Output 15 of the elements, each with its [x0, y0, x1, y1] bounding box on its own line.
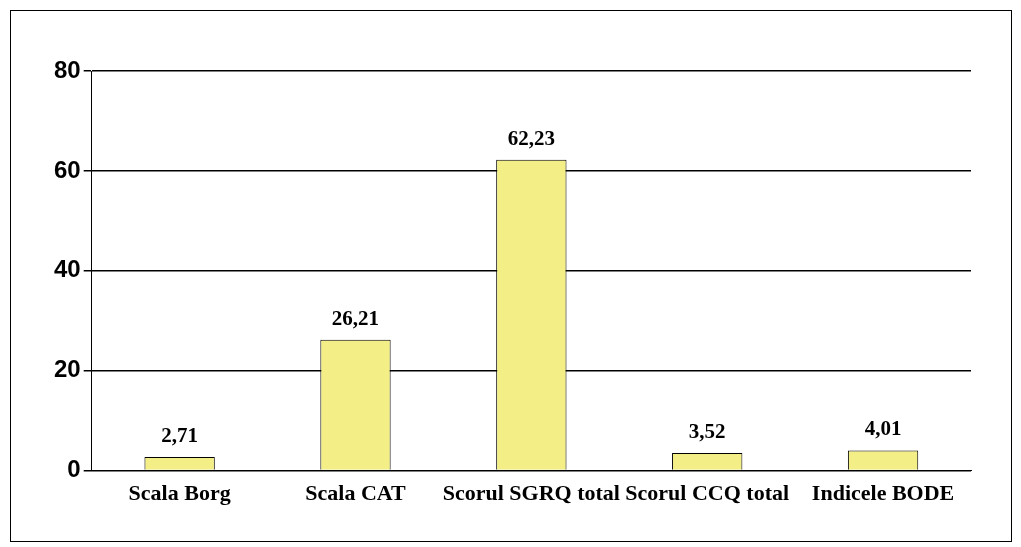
data-label: 26,21: [331, 305, 380, 330]
y-tick-label: 0: [67, 455, 81, 483]
y-tick-label: 80: [53, 55, 81, 83]
data-label: 3,52: [688, 418, 726, 443]
x-tick-label: Scorul CCQ total: [625, 480, 790, 506]
data-label: 2,71: [161, 422, 198, 447]
data-label: 4,01: [864, 416, 902, 441]
y-tick-label: 60: [53, 155, 81, 183]
x-tick-label: Scorul SGRQ total: [442, 480, 620, 506]
y-tick-label: 20: [53, 355, 81, 383]
x-tick-label: Scala Borg: [128, 480, 231, 506]
y-tick-label: 40: [53, 255, 81, 283]
data-label: 62,23: [507, 125, 555, 150]
x-tick-label: Scala CAT: [305, 480, 407, 506]
x-tick-label: Indicele BODE: [811, 480, 955, 506]
